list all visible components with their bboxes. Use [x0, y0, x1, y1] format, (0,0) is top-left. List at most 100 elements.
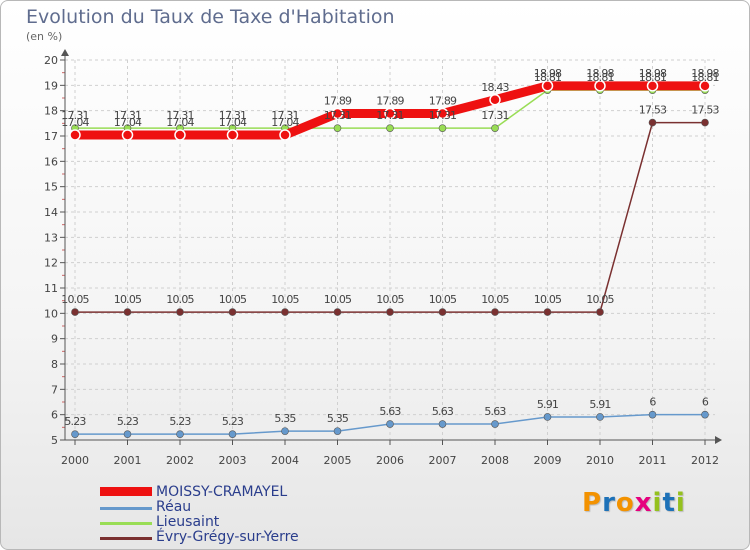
legend-swatch-reau	[100, 507, 152, 510]
data-label-2-5: 17.31	[324, 109, 352, 122]
data-point-2-5	[333, 124, 342, 132]
data-point-1-1	[123, 430, 132, 438]
data-label-2-1: 17.31	[114, 109, 142, 122]
data-label-1-10: 5.91	[589, 398, 610, 411]
data-label-0-1: 17.04	[114, 116, 142, 129]
data-point-1-9	[543, 413, 552, 421]
data-label-2-8: 17.31	[481, 109, 509, 122]
logo-letter: P	[582, 488, 603, 518]
unit-label: (en %)	[26, 30, 63, 43]
data-label-2-4: 17.31	[271, 109, 299, 122]
data-label-0-11: 18.98	[639, 67, 667, 80]
y-tick-label-17: 17	[44, 130, 58, 143]
data-point-3-4	[281, 308, 289, 316]
x-tick-label-2009: 2009	[534, 454, 562, 467]
data-label-2-12: 18.81	[691, 71, 719, 84]
data-point-0-3	[226, 129, 239, 141]
x-tick-label-2010: 2010	[586, 454, 614, 467]
data-label-0-8: 18.43	[481, 81, 509, 94]
data-label-1-0: 5.23	[64, 415, 86, 428]
proxiti-logo: Proxiti	[582, 488, 686, 518]
y-tick-label-13: 13	[44, 231, 58, 244]
data-point-2-8	[491, 124, 499, 132]
data-label-0-12: 18.98	[691, 67, 719, 80]
data-point-0-11	[646, 80, 659, 92]
data-label-0-4: 17.04	[271, 116, 299, 129]
data-label-2-7: 17.31	[429, 109, 457, 122]
y-tick-label-20: 20	[44, 54, 58, 67]
data-label-3-8: 10.05	[481, 293, 509, 306]
logo-letter: x	[634, 488, 653, 518]
label-layer: 17.04 17.04 17.04 17.04 17.04 17.89 17.89 17.89…	[61, 67, 720, 428]
x-tick-label-2008: 2008	[481, 454, 509, 467]
data-point-1-4	[281, 427, 289, 435]
data-label-2-10: 18.81	[586, 71, 614, 84]
data-label-2-9: 18.81	[534, 71, 562, 84]
data-point-1-11	[648, 410, 657, 419]
data-point-1-7	[438, 420, 447, 428]
y-tick-label-15: 15	[44, 181, 58, 194]
data-point-0-12	[699, 80, 711, 92]
data-label-2-3: 17.31	[219, 109, 247, 122]
data-point-1-2	[176, 430, 184, 438]
data-label-1-2: 5.23	[169, 415, 191, 428]
data-label-0-0: 17.04	[61, 116, 89, 129]
data-point-3-7	[438, 308, 447, 316]
y-tick-label-11: 11	[44, 282, 58, 295]
data-label-0-3: 17.04	[219, 116, 247, 129]
data-point-1-0	[71, 430, 79, 438]
data-point-3-12	[701, 118, 709, 127]
data-point-1-10	[596, 413, 604, 421]
data-point-0-9	[541, 80, 554, 92]
y-tick-label-14: 14	[44, 206, 58, 219]
data-point-0-4	[279, 129, 291, 141]
data-point-3-5	[333, 308, 342, 316]
y-tick-label-19: 19	[44, 79, 58, 92]
data-point-1-5	[333, 427, 342, 435]
data-point-1-6	[386, 420, 394, 428]
data-point-3-8	[491, 308, 499, 316]
x-tick-label-2003: 2003	[219, 454, 247, 467]
logo-letter: t	[662, 488, 676, 518]
data-label-3-9: 10.05	[534, 293, 562, 306]
data-label-1-6: 5.63	[379, 405, 401, 418]
data-label-0-2: 17.04	[166, 116, 194, 129]
chart-title: Evolution du Taux de Taxe d'Habitation	[26, 6, 395, 28]
y-tick-label-10: 10	[44, 307, 58, 320]
y-tick-label-18: 18	[44, 105, 58, 118]
data-label-1-9: 5.91	[537, 398, 558, 411]
data-point-0-1	[121, 129, 134, 141]
data-label-3-6: 10.05	[376, 293, 404, 306]
data-point-0-0	[69, 129, 81, 141]
data-label-0-6: 17.89	[376, 94, 404, 107]
data-point-1-8	[491, 420, 499, 428]
data-point-3-11	[648, 118, 657, 127]
data-point-3-2	[176, 308, 184, 316]
x-tick-label-2002: 2002	[166, 454, 194, 467]
data-point-0-7	[436, 107, 449, 120]
data-label-3-3: 10.05	[219, 293, 247, 306]
y-tick-label-8: 8	[51, 358, 58, 371]
logo-letter: i	[652, 488, 663, 518]
data-label-2-0: 17.31	[61, 109, 89, 122]
legend-swatch-evry	[100, 537, 152, 540]
x-tick-label-2011: 2011	[639, 454, 667, 467]
data-label-0-9: 18.98	[534, 67, 562, 80]
data-point-0-10	[594, 80, 606, 92]
data-label-3-7: 10.05	[429, 293, 457, 306]
data-point-2-6	[386, 124, 394, 132]
data-label-3-4: 10.05	[271, 293, 299, 306]
x-tick-label-2006: 2006	[376, 454, 404, 467]
y-tick-label-16: 16	[44, 155, 58, 168]
data-point-3-6	[386, 308, 394, 316]
data-label-1-8: 5.63	[484, 405, 506, 418]
legend-label-evry: Évry-Grégy-sur-Yerre	[156, 529, 299, 545]
series-layer	[69, 80, 711, 438]
logo-letter: i	[675, 488, 686, 518]
data-label-1-3: 5.23	[222, 415, 244, 428]
y-tick-label-7: 7	[51, 383, 58, 396]
data-label-2-6: 17.31	[376, 109, 404, 122]
data-label-0-5: 17.89	[324, 94, 352, 107]
